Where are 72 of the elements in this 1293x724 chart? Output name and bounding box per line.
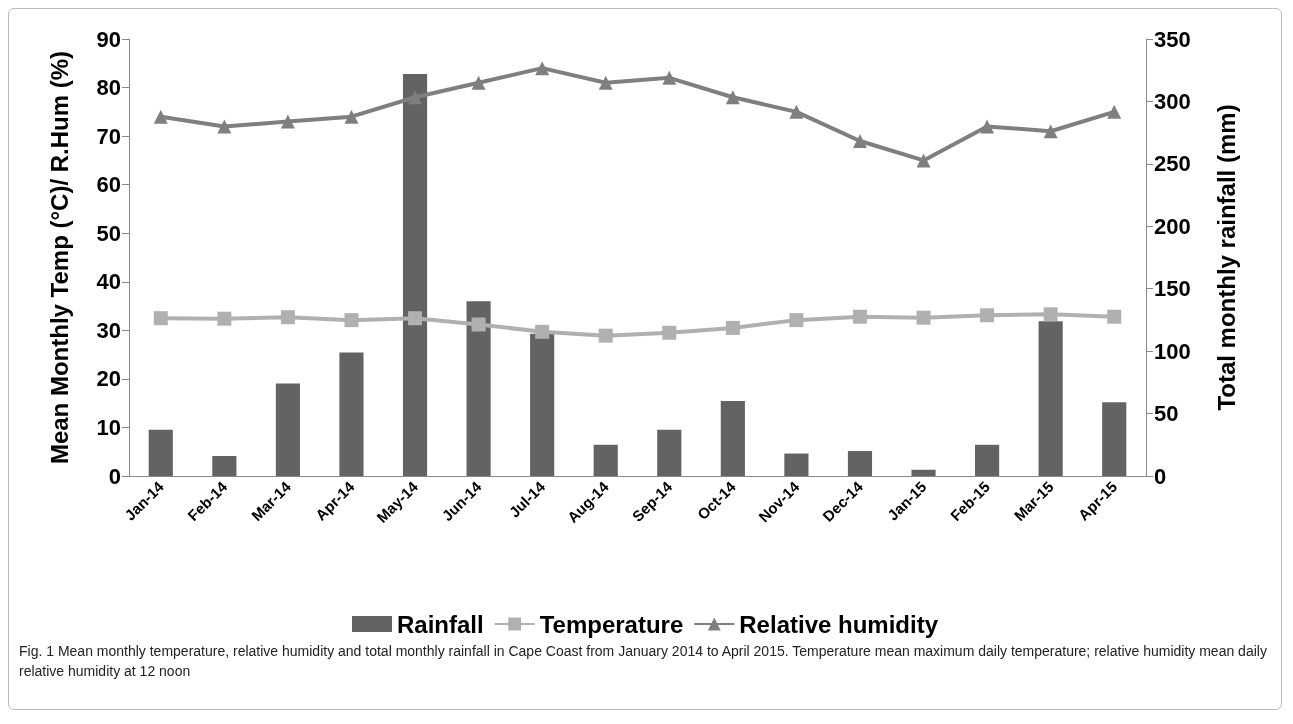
point (408, 90, 423, 105)
caption: Fig. 1 Mean monthly temperature, relative humidity and total monthly rainfall in Cape Coast from January 2014 to April 2015. Temperature mean maximum daily temperature; relative humidity mean daily relative humidity at 12 noon (19, 642, 1268, 681)
point (789, 313, 804, 328)
bar (1038, 321, 1063, 476)
bar (402, 73, 428, 476)
point (980, 308, 995, 323)
bar (466, 301, 491, 476)
point (280, 310, 295, 325)
y2-tick-label: 50 (1154, 401, 1179, 427)
bar (784, 453, 809, 476)
bar (657, 429, 682, 476)
point (598, 328, 613, 343)
point (535, 61, 550, 76)
y-tick-label: 40 (96, 269, 121, 295)
point (852, 133, 867, 148)
y-tick-label: 0 (108, 463, 121, 489)
bar (148, 429, 173, 476)
y-tick-label: 60 (96, 172, 121, 198)
bar (593, 444, 618, 476)
bar (847, 451, 873, 476)
point (1107, 104, 1122, 119)
y-tick-label: 90 (96, 26, 121, 52)
point (153, 109, 168, 124)
point (471, 75, 486, 90)
bar (975, 444, 1000, 476)
y-tick-label: 80 (96, 75, 121, 101)
point (344, 109, 359, 124)
bar (911, 469, 936, 476)
point (1043, 307, 1058, 322)
point (408, 311, 423, 326)
point (1107, 309, 1122, 324)
point (789, 104, 804, 119)
y-tick-label: 50 (96, 220, 121, 246)
point (662, 70, 677, 85)
point (217, 119, 232, 134)
point (725, 90, 740, 105)
point (153, 311, 168, 326)
point (280, 114, 295, 129)
point (598, 75, 613, 90)
point (916, 153, 931, 168)
y-tick-label: 30 (96, 317, 121, 343)
point (535, 324, 550, 339)
y2-tick-label: 300 (1154, 88, 1191, 114)
point (852, 309, 867, 324)
y-tick-label: 10 (96, 414, 121, 440)
point (725, 320, 740, 335)
point (1043, 124, 1058, 139)
y2-tick-label: 250 (1154, 151, 1191, 177)
legend-label: Relative humidity (739, 610, 939, 638)
y-tick-label: 20 (96, 366, 121, 392)
bar (720, 401, 745, 476)
point (662, 325, 677, 340)
y2-tick-label: 100 (1154, 338, 1191, 364)
bar (212, 456, 237, 476)
y2-axis-title: Total monthly rainfall (mm) (1212, 104, 1240, 411)
bar (530, 333, 555, 476)
y-tick-label: 70 (96, 123, 121, 149)
point (217, 311, 232, 326)
bar (275, 383, 300, 476)
legend-label: Temperature (539, 610, 684, 638)
y-axis-title: Mean Monthly Temp (°C)/ R.Hum (%) (45, 50, 73, 465)
legend-label: Rainfall (397, 610, 484, 638)
point (344, 313, 359, 328)
point (471, 317, 486, 332)
y2-tick-label: 0 (1154, 463, 1167, 489)
bar (1102, 402, 1127, 476)
point (916, 310, 931, 325)
point (980, 119, 995, 134)
y2-tick-label: 200 (1154, 213, 1191, 239)
bar (339, 352, 364, 476)
y2-tick-label: 350 (1154, 26, 1191, 52)
y2-tick-label: 150 (1154, 276, 1191, 302)
